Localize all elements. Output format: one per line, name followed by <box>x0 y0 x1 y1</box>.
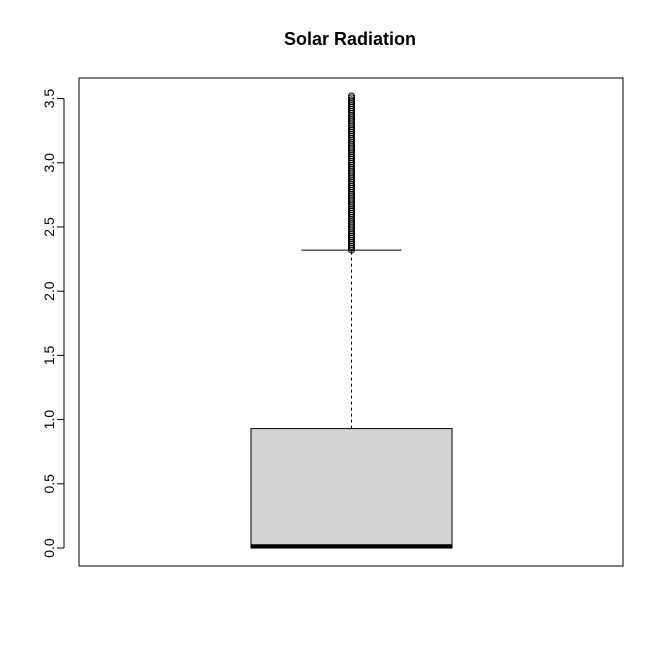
y-tick-label: 1.5 <box>41 345 57 365</box>
chart-title: Solar Radiation <box>283 29 417 49</box>
outlier-points <box>348 92 355 254</box>
y-axis: 0.0 0.5 1.0 1.5 2.0 2.5 3.0 3.5 <box>41 89 65 558</box>
plot-frame <box>78 77 624 567</box>
outlier-point <box>348 94 355 102</box>
y-tick-label: 2.0 <box>41 281 57 301</box>
y-tick-label: 2.5 <box>41 217 57 237</box>
outlier-point <box>348 92 355 100</box>
y-tick-label: 0.5 <box>41 474 57 494</box>
y-tick-label: 1.0 <box>41 410 57 430</box>
y-tick-label: 3.5 <box>41 89 57 109</box>
iqr-box <box>250 428 453 549</box>
y-tick-label: 0.0 <box>41 538 57 558</box>
y-tick-label: 3.0 <box>41 153 57 173</box>
boxplot <box>250 249 453 549</box>
outlier-point <box>348 96 355 104</box>
